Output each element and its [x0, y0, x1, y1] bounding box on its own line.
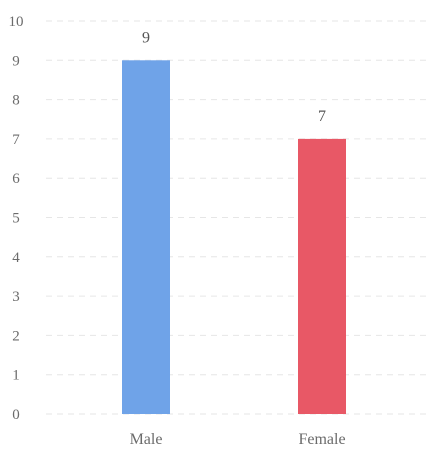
- data-label-female: 7: [318, 108, 326, 125]
- y-tick-label: 4: [12, 250, 20, 266]
- y-tick-label: 0: [12, 407, 20, 423]
- y-tick-label: 7: [12, 132, 20, 148]
- y-tick-label: 3: [12, 289, 20, 305]
- y-axis-tick-labels: 0 1 2 3 4 5 6 7 8 9 10: [9, 14, 24, 423]
- x-axis-category-labels: Male Female: [130, 431, 346, 448]
- y-tick-label: 6: [12, 171, 20, 187]
- y-tick-label: 9: [12, 53, 20, 69]
- y-tick-label: 1: [12, 368, 20, 384]
- y-tick-label: 10: [9, 14, 24, 30]
- category-label-male: Male: [130, 431, 163, 448]
- y-tick-label: 5: [12, 211, 20, 227]
- data-label-male: 9: [142, 29, 150, 46]
- category-label-female: Female: [298, 431, 345, 448]
- y-tick-label: 8: [12, 93, 20, 109]
- data-labels: 97: [142, 29, 326, 125]
- gridlines: [46, 20, 428, 415]
- bar-male: [122, 60, 170, 415]
- bar-female: [298, 138, 346, 414]
- y-tick-label: 2: [12, 328, 20, 344]
- bars: [122, 60, 346, 415]
